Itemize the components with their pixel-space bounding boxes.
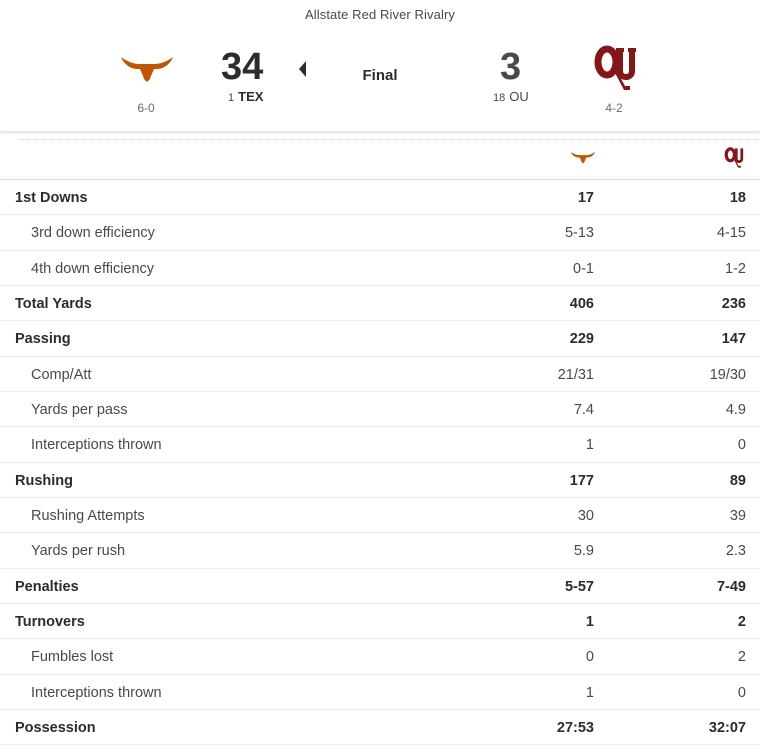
away-stat-value: 147 bbox=[721, 331, 746, 348]
stat-row: Interceptions thrown 1 0 bbox=[0, 675, 760, 710]
game-title: Allstate Red River Rivalry bbox=[305, 7, 455, 22]
stat-row: Rushing Attempts 30 39 bbox=[0, 498, 760, 534]
stat-row: Yards per rush 5.9 2.3 bbox=[0, 533, 760, 569]
stat-row: 3rd down efficiency 5-13 4-15 bbox=[0, 215, 760, 251]
stat-row: Fumbles lost 0 2 bbox=[0, 639, 760, 675]
ou-monogram-icon bbox=[724, 147, 744, 168]
home-team[interactable]: 1 TEX bbox=[228, 89, 263, 104]
stat-row: Yards per pass 7.4 4.9 bbox=[0, 392, 760, 428]
stat-label: 3rd down efficiency bbox=[31, 225, 155, 242]
winner-arrow-icon bbox=[299, 61, 306, 77]
ou-monogram-icon[interactable] bbox=[594, 45, 636, 93]
stat-label: 4th down efficiency bbox=[31, 260, 155, 277]
away-stat-value: 7-49 bbox=[716, 578, 746, 595]
stat-label: Penalties bbox=[15, 578, 79, 595]
away-stat-value: 2.3 bbox=[725, 543, 746, 560]
away-score: 3 bbox=[500, 46, 522, 88]
away-rank: 18 bbox=[493, 92, 506, 104]
home-score: 34 bbox=[221, 46, 264, 88]
away-stat-value: 4-15 bbox=[716, 225, 746, 242]
away-abbr: OU bbox=[509, 89, 529, 104]
away-stat-value: 2 bbox=[737, 649, 746, 666]
away-stat-value: 236 bbox=[721, 295, 746, 312]
stat-label: Total Yards bbox=[15, 295, 92, 312]
stat-label: Possession bbox=[15, 719, 96, 736]
stat-row: Possession 27:53 32:07 bbox=[0, 710, 760, 746]
away-record: 4-2 bbox=[605, 101, 623, 115]
stat-label: Turnovers bbox=[15, 613, 85, 630]
away-team[interactable]: 18 OU bbox=[493, 89, 529, 104]
home-stat-value: 406 bbox=[569, 295, 594, 312]
away-stat-value: 19/30 bbox=[709, 366, 746, 383]
away-stat-value: 18 bbox=[729, 190, 746, 206]
home-stat-value: 21/31 bbox=[557, 366, 594, 383]
home-stat-value: 0-1 bbox=[573, 260, 594, 277]
stat-label: Interceptions thrown bbox=[31, 437, 162, 454]
away-stat-value: 0 bbox=[737, 684, 746, 701]
stat-row: Penalties 5-57 7-49 bbox=[0, 569, 760, 604]
game-status: Final bbox=[362, 67, 398, 84]
stat-label: Rushing bbox=[15, 472, 73, 489]
home-stat-value: 1 bbox=[585, 613, 594, 630]
home-stat-value: 1 bbox=[585, 684, 594, 701]
stat-label: 1st Downs bbox=[15, 190, 88, 206]
longhorn-icon[interactable] bbox=[120, 53, 174, 83]
away-stat-value: 2 bbox=[737, 613, 746, 630]
stat-row: Interceptions thrown 1 0 bbox=[0, 427, 760, 463]
home-stat-value: 27:53 bbox=[556, 719, 594, 736]
away-stat-value: 32:07 bbox=[708, 719, 746, 736]
stat-label: Yards per pass bbox=[31, 401, 128, 418]
home-record: 6-0 bbox=[137, 101, 155, 115]
home-stat-value: 17 bbox=[577, 190, 594, 206]
stat-row: Comp/Att 21/31 19/30 bbox=[0, 357, 760, 392]
home-stat-value: 1 bbox=[585, 437, 594, 454]
stat-label: Passing bbox=[15, 331, 71, 348]
home-stat-value: 30 bbox=[577, 507, 594, 524]
away-stat-value: 89 bbox=[729, 472, 746, 489]
stat-row: Turnovers 1 2 bbox=[0, 604, 760, 640]
longhorn-icon bbox=[570, 151, 596, 164]
game-header: Allstate Red River Rivalry 6-0 34 1 TEX F… bbox=[0, 0, 760, 131]
home-stat-value: 5-13 bbox=[564, 225, 594, 242]
away-stat-value: 1-2 bbox=[725, 260, 746, 277]
stat-row: 1st Downs 17 18 bbox=[0, 180, 760, 216]
stat-row: Total Yards 406 236 bbox=[0, 286, 760, 322]
home-rank: 1 bbox=[228, 92, 235, 104]
home-stat-value: 7.4 bbox=[573, 401, 594, 418]
stat-label: Fumbles lost bbox=[31, 649, 114, 666]
stat-row: Rushing 177 89 bbox=[0, 463, 760, 498]
stats-table-header bbox=[0, 139, 760, 180]
stat-label: Yards per rush bbox=[31, 543, 126, 560]
home-stat-value: 5-57 bbox=[564, 578, 594, 595]
stat-label: Rushing Attempts bbox=[31, 507, 145, 524]
home-stat-value: 229 bbox=[569, 331, 594, 348]
away-stat-value: 4.9 bbox=[725, 401, 746, 418]
home-stat-value: 0 bbox=[585, 649, 594, 666]
header-divider bbox=[20, 139, 760, 140]
stat-row: 4th down efficiency 0-1 1-2 bbox=[0, 251, 760, 286]
stat-label: Comp/Att bbox=[31, 366, 92, 383]
home-stat-value: 5.9 bbox=[573, 543, 594, 560]
home-abbr: TEX bbox=[238, 89, 264, 104]
away-stat-value: 0 bbox=[737, 437, 746, 454]
home-stat-value: 177 bbox=[569, 472, 594, 489]
stat-label: Interceptions thrown bbox=[31, 684, 162, 701]
stat-row: Passing 229 147 bbox=[0, 321, 760, 357]
team-stats-table: 1st Downs 17 18 3rd down efficiency 5-13 4-15… bbox=[0, 180, 760, 746]
away-stat-value: 39 bbox=[729, 507, 746, 524]
